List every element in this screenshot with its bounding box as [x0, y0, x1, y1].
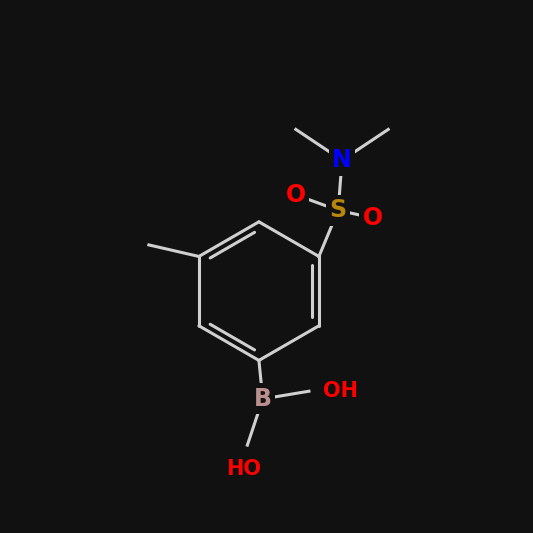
Text: B: B [254, 387, 272, 411]
Text: N: N [332, 148, 352, 172]
Text: HO: HO [226, 459, 261, 479]
Text: S: S [329, 198, 347, 222]
Text: OH: OH [323, 381, 358, 401]
Text: O: O [286, 183, 306, 207]
Text: O: O [363, 206, 383, 230]
